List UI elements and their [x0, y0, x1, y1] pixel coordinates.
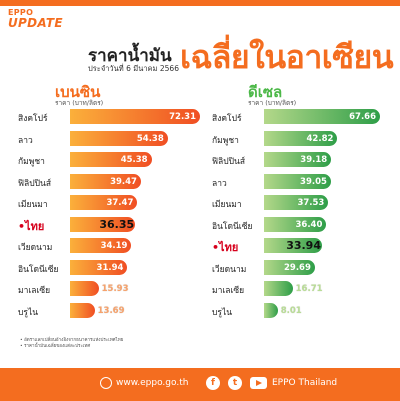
- benzine-country-label: กัมพูชา: [18, 157, 45, 167]
- diesel-value-label: 42.82: [306, 133, 334, 144]
- website-link[interactable]: www.eppo.go.th: [116, 378, 189, 388]
- title-part2: เฉลี่ยในอาเซียน: [180, 38, 394, 76]
- diesel-title: ดีเซล: [248, 83, 283, 101]
- date-label: ประจำวันที่ 6 มีนาคม 2566: [88, 64, 179, 73]
- benzine-value-label: 37.47: [106, 198, 134, 208]
- diesel-country-label: มาเลเซีย: [212, 286, 245, 296]
- diesel-country-label: อินโดนีเซีย: [212, 221, 253, 232]
- page-name: EPPO Thailand: [272, 378, 338, 388]
- diesel-value-label: 37.53: [297, 198, 325, 208]
- benzine-bar: [70, 130, 168, 146]
- brand-update: UPDATE: [8, 16, 63, 30]
- diesel-bar: [264, 130, 338, 146]
- benzine-bar: [70, 173, 141, 189]
- facebook-icon[interactable]: f: [206, 376, 220, 390]
- benzine-value-label: 31.94: [96, 262, 124, 273]
- benzine-value-label: 72.31: [169, 112, 196, 122]
- diesel-country-label: บรูไน: [212, 307, 233, 318]
- diesel-bar: [264, 302, 278, 318]
- benzine-country-label: ลาว: [18, 135, 33, 146]
- benzine-bar: [70, 152, 152, 167]
- diesel-value-label: 29.69: [284, 262, 311, 273]
- benzine-unit: ราคา (บาท/ลิตร): [55, 99, 104, 107]
- benzine-country-label: มาเลเซีย: [18, 286, 51, 296]
- benzine-value-label: 36.35: [99, 217, 135, 231]
- benzine-country-label: เมียนมา: [18, 200, 48, 210]
- footnote-line: • ราคาน้ำมันเฉลี่ยของแต่ละประเทศ: [20, 344, 91, 349]
- benzine-country-label: ฟิลิปปินส์: [18, 178, 52, 189]
- benzine-bar: [70, 302, 95, 318]
- benzine-bar: [70, 238, 132, 253]
- globe-icon: [100, 377, 112, 389]
- diesel-value-label: 39.05: [300, 176, 327, 187]
- diesel-country-label: เมียนมา: [212, 200, 242, 210]
- diesel-country-label: ลาว: [212, 178, 227, 189]
- diesel-bar: [264, 173, 331, 189]
- benzine-value-label: 34.19: [100, 241, 128, 251]
- benzine-country-label: •ไทย: [18, 219, 45, 233]
- footnote-line: • อัตราแลกเปลี่ยนอ้างอิงจากธนาคารแห่งประ…: [20, 338, 124, 343]
- benzine-country-label: เวียดนาม: [18, 243, 53, 253]
- benzine-country-label: สิงคโปร์: [18, 114, 48, 124]
- diesel-unit: ราคา (บาท/ลิตร): [248, 99, 297, 107]
- benzine-bar: [70, 281, 99, 296]
- diesel-bar: [264, 259, 315, 275]
- benzine-title: เบนซิน: [55, 83, 101, 101]
- top-accent-bar: [0, 0, 400, 6]
- diesel-country-label: •ไทย: [212, 241, 239, 254]
- diesel-bar: [264, 109, 380, 124]
- title-part1: ราคาน้ำมัน: [88, 46, 172, 66]
- twitter-icon[interactable]: t: [228, 376, 242, 390]
- diesel-bar: [264, 238, 323, 253]
- diesel-bar: [264, 195, 329, 210]
- diesel-country-label: สิงคโปร์: [212, 114, 242, 124]
- benzine-value-label: 15.93: [101, 284, 129, 294]
- brand-eppo: EPPO: [8, 8, 34, 17]
- benzine-value-label: 45.38: [120, 155, 148, 165]
- diesel-country-label: ฟิลิปปินส์: [212, 157, 246, 167]
- diesel-bar: [264, 152, 332, 167]
- benzine-country-label: อินโดนีเซีย: [18, 264, 59, 275]
- footnotes: • อัตราแลกเปลี่ยนอ้างอิงจากธนาคารแห่งประ…: [20, 338, 380, 350]
- diesel-value-label: 33.94: [286, 239, 321, 252]
- diesel-country-label: เวียดนาม: [212, 264, 247, 275]
- diesel-value-label: 16.71: [295, 284, 323, 294]
- benzine-bar: [70, 195, 138, 210]
- benzine-country-label: บรูไน: [18, 307, 39, 318]
- benzine-bar: [70, 259, 128, 275]
- benzine-value-label: 54.38: [136, 133, 164, 144]
- diesel-value-label: 67.66: [349, 112, 376, 122]
- benzine-value-label: 13.69: [97, 305, 125, 316]
- benzine-bar: [70, 216, 136, 232]
- footer-bar: www.eppo.go.th f t EPPO Thailand: [0, 368, 400, 401]
- diesel-bar: [264, 281, 293, 296]
- benzine-bar: [70, 109, 200, 124]
- diesel-bar: [264, 216, 327, 232]
- diesel-value-label: 8.01: [280, 305, 302, 316]
- diesel-value-label: 39.18: [300, 155, 328, 165]
- youtube-icon[interactable]: [250, 377, 267, 389]
- benzine-value-label: 39.47: [110, 176, 137, 187]
- diesel-value-label: 36.40: [295, 219, 323, 230]
- diesel-country-label: กัมพูชา: [212, 135, 239, 146]
